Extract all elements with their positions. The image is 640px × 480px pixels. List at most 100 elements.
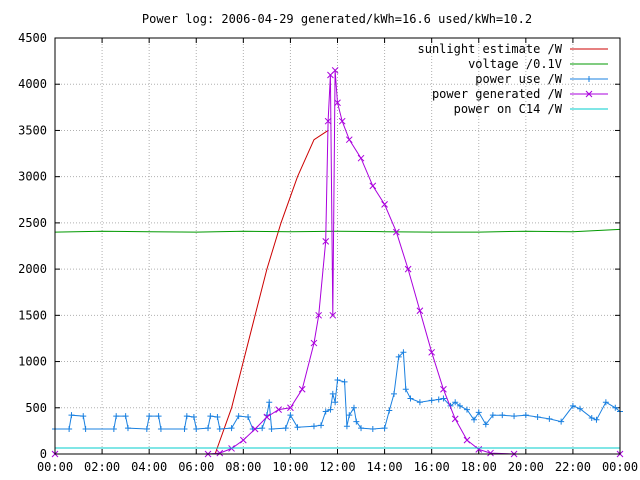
x-tick-label: 18:00 — [461, 460, 497, 474]
data-point-plus — [588, 414, 595, 421]
x-tick-label: 22:00 — [555, 460, 591, 474]
data-point-plus — [183, 413, 190, 420]
x-tick-label: 10:00 — [272, 460, 308, 474]
data-point-cross — [239, 436, 247, 444]
data-point-plus — [327, 406, 334, 413]
data-point-plus — [318, 422, 325, 429]
data-point-plus — [350, 404, 357, 411]
data-point-plus — [207, 413, 214, 420]
data-point-plus — [329, 390, 336, 397]
data-point-plus — [113, 413, 120, 420]
data-point-cross — [315, 311, 323, 319]
x-tick-label: 00:00 — [602, 460, 638, 474]
data-point-plus — [353, 418, 360, 425]
x-tick-label: 00:00 — [37, 460, 73, 474]
data-point-plus — [612, 404, 619, 411]
series-line-1 — [54, 228, 621, 233]
data-point-plus — [287, 412, 294, 419]
data-point-plus — [346, 412, 353, 419]
data-point-plus — [369, 426, 376, 433]
data-point-plus — [205, 425, 212, 432]
data-point-plus — [124, 425, 131, 432]
data-point-cross — [329, 311, 337, 319]
data-point-plus — [471, 416, 478, 423]
data-point-cross — [475, 446, 483, 453]
y-tick-label: 2000 — [18, 262, 47, 276]
x-tick-label: 12:00 — [319, 460, 355, 474]
data-point-plus — [407, 395, 414, 402]
data-point-plus — [157, 426, 164, 433]
data-point-cross — [463, 436, 471, 444]
data-point-cross — [451, 415, 459, 423]
data-point-plus — [193, 426, 200, 433]
data-point-plus — [322, 408, 329, 415]
data-point-plus — [428, 397, 435, 404]
y-tick-label: 1500 — [18, 308, 47, 322]
data-point-plus — [391, 390, 397, 397]
data-point-cross — [310, 339, 318, 347]
y-tick-label: 3000 — [18, 170, 47, 184]
legend-label: voltage /0.1V — [468, 57, 562, 71]
data-point-plus — [452, 399, 459, 406]
data-point-plus — [181, 426, 188, 433]
data-point-plus — [456, 402, 463, 409]
data-point-plus — [358, 425, 365, 432]
legend-label: sunlight estimate /W — [418, 42, 563, 56]
data-point-plus — [489, 412, 496, 419]
data-point-cross — [251, 425, 259, 433]
data-point-cross — [369, 182, 377, 190]
data-point-plus — [332, 399, 339, 406]
data-point-plus — [569, 402, 576, 409]
data-point-cross — [324, 117, 332, 125]
data-point-plus — [402, 386, 409, 393]
data-point-plus — [386, 407, 393, 414]
data-point-cross — [416, 307, 424, 315]
data-point-cross — [287, 404, 294, 412]
data-point-cross — [381, 201, 388, 208]
legend-marker — [585, 90, 593, 98]
data-point-plus — [602, 399, 609, 406]
legend-label: power use /W — [475, 72, 562, 86]
data-point-cross — [428, 348, 436, 356]
x-tick-label: 04:00 — [131, 460, 167, 474]
data-point-plus — [68, 412, 75, 419]
data-point-plus — [214, 414, 221, 421]
data-point-plus — [416, 399, 423, 406]
data-point-cross — [338, 117, 346, 125]
data-point-plus — [440, 395, 447, 402]
x-tick-label: 20:00 — [508, 460, 544, 474]
data-point-plus — [122, 413, 129, 420]
y-tick-label: 1000 — [18, 355, 47, 369]
y-tick-label: 2500 — [18, 216, 47, 230]
data-point-cross — [487, 449, 494, 457]
data-point-cross — [440, 385, 447, 393]
legend-label: power generated /W — [432, 87, 563, 101]
data-point-cross — [298, 385, 306, 393]
x-tick-label: 06:00 — [178, 460, 214, 474]
data-point-plus — [499, 412, 506, 419]
data-point-plus — [334, 377, 341, 384]
plot-frame — [54, 37, 621, 455]
data-point-plus — [522, 412, 529, 419]
series-line-3 — [55, 70, 620, 455]
chart-title: Power log: 2006-04-29 generated/kWh=16.6… — [142, 12, 532, 26]
data-point-plus — [146, 413, 153, 420]
data-point-plus — [80, 413, 87, 420]
data-point-plus — [395, 353, 402, 360]
data-point-plus — [245, 414, 252, 421]
data-point-plus — [534, 414, 541, 421]
data-point-cross — [334, 99, 341, 107]
data-point-cross — [216, 449, 224, 457]
data-point-cross — [331, 67, 339, 74]
data-series — [51, 67, 624, 458]
data-point-cross — [393, 228, 400, 236]
data-point-plus — [110, 426, 117, 433]
x-tick-label: 14:00 — [367, 460, 403, 474]
data-point-plus — [343, 423, 350, 430]
data-point-plus — [155, 413, 162, 420]
data-point-plus — [266, 399, 273, 406]
data-point-cross — [345, 136, 353, 144]
legend-label: power on C14 /W — [454, 102, 563, 116]
data-point-plus — [475, 409, 482, 416]
